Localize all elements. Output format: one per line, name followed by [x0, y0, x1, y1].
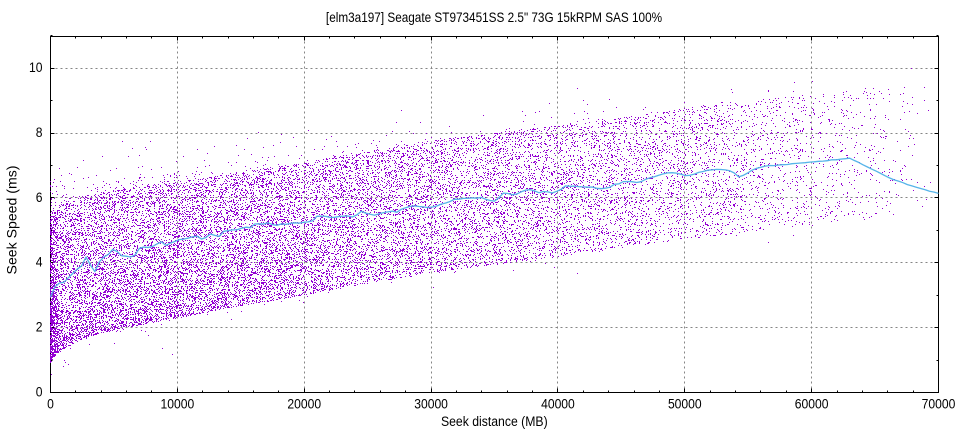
svg-text:Seek distance (MB): Seek distance (MB): [441, 413, 548, 429]
svg-text:40000: 40000: [541, 396, 575, 412]
svg-text:30000: 30000: [414, 396, 448, 412]
svg-text:4: 4: [36, 254, 43, 270]
svg-text:50000: 50000: [668, 396, 702, 412]
svg-text:60000: 60000: [795, 396, 829, 412]
svg-text:20000: 20000: [287, 396, 321, 412]
svg-text:[elm3a197] Seagate ST973451SS: [elm3a197] Seagate ST973451SS 2.5" 73G 1…: [326, 9, 663, 25]
svg-text:2: 2: [36, 319, 43, 335]
svg-text:8: 8: [36, 124, 43, 140]
svg-text:10000: 10000: [161, 396, 195, 412]
svg-text:70000: 70000: [922, 396, 956, 412]
svg-text:10: 10: [29, 59, 42, 75]
svg-text:Seek Speed (ms): Seek Speed (ms): [4, 166, 20, 275]
svg-text:0: 0: [36, 384, 43, 400]
svg-text:6: 6: [36, 189, 43, 205]
svg-text:0: 0: [47, 396, 54, 412]
